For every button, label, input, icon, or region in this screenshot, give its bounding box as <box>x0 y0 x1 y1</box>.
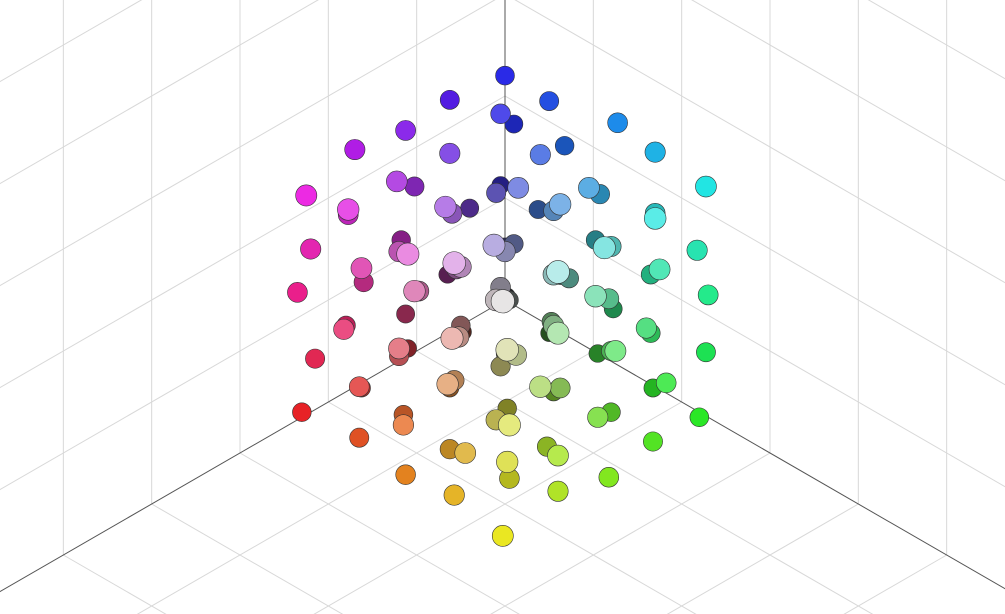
point <box>460 198 480 218</box>
point <box>292 402 312 422</box>
point <box>454 442 477 464</box>
point <box>442 251 466 275</box>
point <box>287 282 308 303</box>
grid-line <box>136 350 594 614</box>
point <box>482 233 506 257</box>
point <box>350 257 373 279</box>
point <box>333 318 355 340</box>
grid-line <box>416 350 874 614</box>
point <box>395 464 416 485</box>
point <box>495 65 515 86</box>
grid-line <box>504 197 1005 488</box>
point <box>554 136 575 156</box>
grid-line <box>0 0 496 287</box>
point <box>490 103 511 125</box>
point <box>546 321 570 345</box>
point <box>644 141 666 163</box>
grid-line <box>313 401 682 614</box>
axis-line <box>0 299 506 593</box>
point <box>648 258 671 281</box>
grid-line <box>63 554 167 614</box>
point <box>655 372 677 394</box>
grid-line <box>666 503 859 614</box>
point <box>686 239 708 261</box>
point <box>578 176 600 199</box>
point <box>643 431 663 452</box>
point <box>337 198 360 221</box>
point <box>547 480 569 502</box>
axis-line <box>504 299 1005 590</box>
grid-line <box>0 0 143 83</box>
point <box>295 184 318 207</box>
point <box>305 348 326 369</box>
point <box>529 144 551 166</box>
grid-line <box>239 452 520 614</box>
point <box>549 193 572 216</box>
point <box>592 236 616 260</box>
point <box>696 342 716 363</box>
grid-line <box>0 197 506 491</box>
point <box>440 326 464 350</box>
grid-line <box>328 401 697 614</box>
points <box>287 65 719 547</box>
point <box>498 413 521 437</box>
point <box>349 427 370 448</box>
point <box>439 142 461 164</box>
grid-line <box>0 95 506 389</box>
point <box>643 207 667 230</box>
point <box>348 376 370 397</box>
point <box>439 89 460 110</box>
point <box>504 114 524 134</box>
point <box>490 289 515 314</box>
point <box>584 284 607 308</box>
point <box>529 375 552 398</box>
point <box>496 450 519 474</box>
point <box>549 377 571 399</box>
grid-line <box>514 0 1005 284</box>
point <box>486 182 507 203</box>
point <box>495 338 519 362</box>
point <box>386 170 408 193</box>
point <box>436 373 459 396</box>
point <box>395 120 416 141</box>
point <box>587 406 609 428</box>
point <box>695 175 717 198</box>
point <box>598 467 620 488</box>
point <box>403 279 426 303</box>
grid-line <box>0 0 505 71</box>
point <box>344 139 366 161</box>
grid-line <box>504 95 1005 386</box>
point <box>689 407 710 428</box>
point <box>547 444 569 467</box>
point <box>546 260 570 284</box>
point <box>300 238 322 260</box>
grid-line <box>0 606 637 614</box>
point <box>392 414 415 436</box>
grid-line <box>0 0 319 185</box>
point <box>404 176 425 197</box>
point <box>635 317 657 339</box>
point <box>491 525 514 547</box>
point <box>507 176 530 199</box>
grid-line <box>151 503 344 614</box>
grid-line <box>867 0 1005 80</box>
grid-line <box>490 452 771 614</box>
point <box>396 304 416 324</box>
grid-line <box>843 554 947 614</box>
point <box>607 112 628 134</box>
point <box>604 340 627 362</box>
point <box>434 195 457 219</box>
point <box>396 242 420 266</box>
point <box>388 337 410 360</box>
point <box>697 284 719 306</box>
point <box>539 91 560 111</box>
point <box>443 484 465 506</box>
grid-line <box>691 0 1005 182</box>
